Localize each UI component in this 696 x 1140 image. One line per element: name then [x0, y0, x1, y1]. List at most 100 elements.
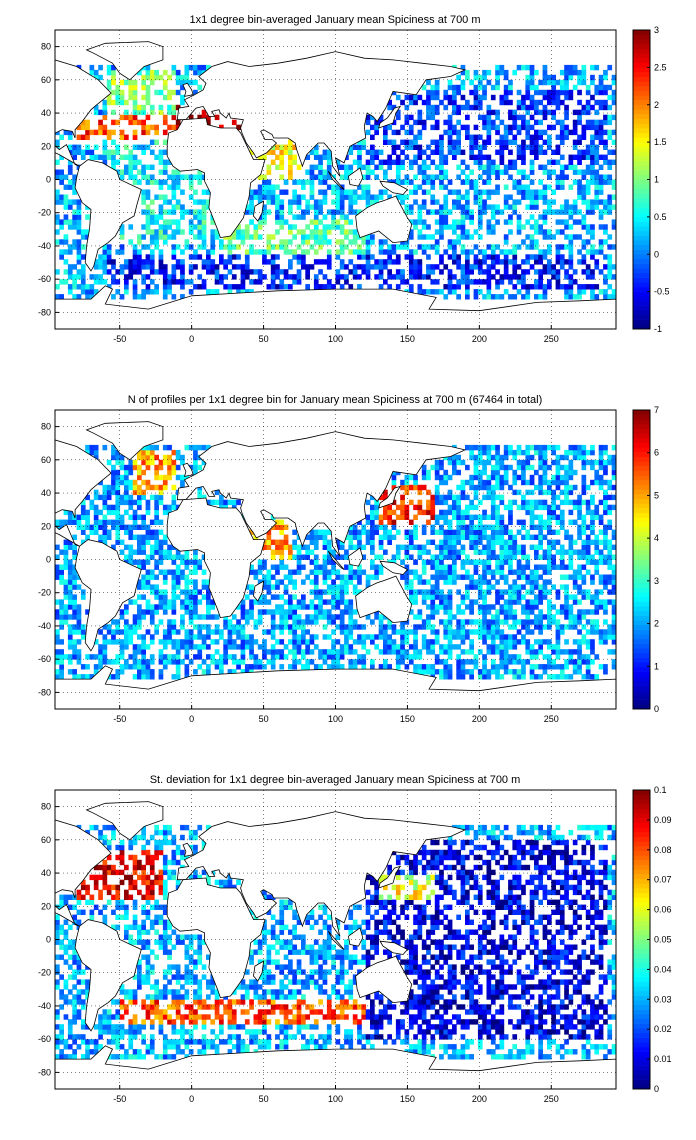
data-cell — [482, 144, 487, 150]
y-tick-label: 20 — [41, 141, 51, 151]
data-cell — [318, 599, 323, 605]
data-cell — [283, 624, 289, 630]
data-cell — [421, 174, 427, 180]
data-cell — [499, 604, 505, 610]
data-cell — [447, 549, 453, 555]
data-cell — [162, 539, 168, 545]
data-cell — [585, 224, 591, 230]
data-cell — [313, 559, 319, 565]
data-cell — [106, 84, 112, 91]
data-cell — [512, 669, 518, 675]
data-cell — [67, 614, 73, 620]
data-cell — [223, 499, 228, 506]
data-cell — [408, 599, 414, 605]
data-cell — [607, 174, 613, 180]
data-cell — [197, 84, 203, 91]
data-cell — [503, 129, 509, 136]
data-cell — [490, 584, 496, 590]
data-cell — [318, 529, 323, 535]
data-cell — [98, 254, 103, 260]
data-cell — [132, 674, 138, 680]
data-cell — [162, 179, 168, 185]
data-cell — [508, 139, 513, 145]
data-cell — [603, 504, 608, 511]
data-cell — [270, 254, 276, 260]
data-cell — [175, 124, 181, 131]
data-cell — [339, 644, 345, 650]
data-cell — [603, 274, 608, 280]
data-cell — [137, 624, 142, 630]
data-cell — [253, 249, 259, 255]
data-cell — [326, 654, 332, 660]
data-cell — [292, 189, 297, 195]
data-cell — [141, 289, 146, 295]
data-cell — [568, 659, 574, 665]
data-cell — [434, 669, 440, 675]
data-cell — [288, 159, 293, 165]
colorbar-tick-label: 2 — [654, 100, 659, 110]
data-cell — [154, 514, 159, 520]
data-cell — [383, 629, 388, 635]
data-cell — [404, 584, 410, 590]
data-cell — [499, 574, 505, 580]
data-cell — [236, 499, 241, 506]
data-cell — [201, 659, 207, 665]
data-cell — [223, 274, 228, 280]
data-cell — [486, 119, 492, 126]
data-cell — [408, 519, 414, 525]
data-cell — [577, 639, 582, 645]
data-cell — [55, 629, 60, 635]
data-cell — [275, 254, 280, 260]
data-cell — [413, 174, 418, 180]
data-cell — [102, 149, 108, 155]
data-cell — [288, 199, 293, 205]
data-cell — [598, 249, 604, 255]
data-cell — [529, 79, 535, 86]
data-cell — [154, 244, 159, 250]
data-cell — [106, 134, 112, 140]
data-cell — [370, 524, 375, 530]
data-cell — [76, 609, 82, 615]
data-cell — [188, 184, 194, 190]
data-cell — [495, 539, 500, 545]
data-cell — [516, 574, 522, 580]
data-cell — [598, 589, 604, 595]
data-cell — [270, 624, 276, 630]
data-cell — [171, 114, 177, 121]
data-cell — [417, 264, 423, 270]
data-cell — [270, 609, 276, 615]
data-cell — [465, 204, 470, 210]
data-cell — [206, 624, 211, 630]
data-cell — [162, 149, 168, 155]
data-cell — [542, 579, 548, 585]
data-cell — [76, 639, 82, 645]
data-cell — [538, 259, 543, 265]
data-cell — [490, 504, 496, 511]
data-cell — [408, 234, 414, 240]
data-cell — [387, 164, 392, 170]
data-cell — [180, 204, 185, 210]
data-cell — [137, 239, 142, 245]
data-cell — [266, 539, 272, 545]
data-cell — [171, 589, 177, 595]
data-cell — [119, 89, 125, 96]
data-cell — [145, 94, 151, 101]
data-cell — [93, 524, 99, 530]
data-cell — [447, 139, 453, 145]
data-cell — [197, 634, 203, 640]
data-cell — [430, 114, 436, 121]
data-cell — [253, 194, 259, 200]
data-cell — [193, 174, 198, 180]
data-cell — [387, 269, 392, 275]
data-cell — [184, 629, 190, 635]
data-cell — [305, 544, 310, 550]
data-cell — [80, 589, 86, 595]
data-cell — [512, 69, 518, 76]
data-cell — [244, 289, 250, 295]
data-cell — [313, 259, 319, 265]
data-cell — [115, 89, 121, 96]
data-cell — [115, 529, 121, 535]
data-cell — [499, 144, 505, 150]
data-cell — [594, 64, 600, 71]
data-cell — [124, 609, 129, 615]
